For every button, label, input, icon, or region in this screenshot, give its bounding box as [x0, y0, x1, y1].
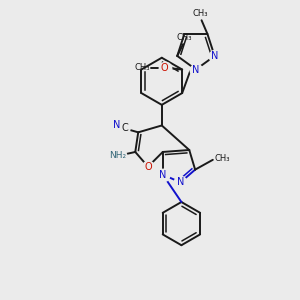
Text: CH₃: CH₃	[193, 9, 208, 18]
Text: N: N	[211, 51, 218, 61]
Text: N: N	[177, 177, 184, 188]
Text: N: N	[159, 169, 166, 179]
Text: CH₃: CH₃	[176, 33, 192, 42]
Text: CH₃: CH₃	[215, 154, 230, 163]
Text: CH₃: CH₃	[134, 63, 150, 72]
Text: C: C	[121, 123, 128, 134]
Text: O: O	[161, 63, 168, 73]
Text: N: N	[113, 121, 120, 130]
Text: NH₂: NH₂	[109, 152, 126, 160]
Text: N: N	[192, 64, 200, 74]
Text: O: O	[144, 162, 152, 172]
